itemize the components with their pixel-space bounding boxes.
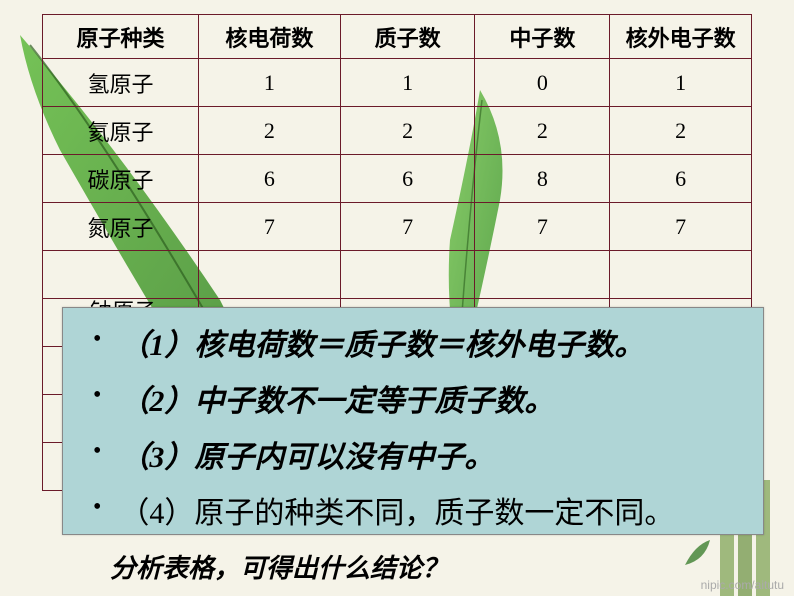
- conclusion-item: • （3）原子内可以没有中子。: [93, 432, 745, 476]
- table-cell: 氢原子: [43, 59, 199, 107]
- table-cell: 7: [198, 203, 340, 251]
- table-cell-empty: [43, 251, 199, 299]
- table-cell: 8: [475, 155, 610, 203]
- conclusion-item: • （2）中子数不一定等于质子数。: [93, 376, 745, 420]
- table-cell: 7: [610, 203, 752, 251]
- table-cell: 6: [198, 155, 340, 203]
- table-cell: 2: [475, 107, 610, 155]
- bullet-icon: •: [93, 438, 101, 465]
- table-cell: 氦原子: [43, 107, 199, 155]
- table-cell: 7: [340, 203, 475, 251]
- table-cell: 2: [340, 107, 475, 155]
- table-row: 碳原子6686: [43, 155, 752, 203]
- bullet-icon: •: [93, 326, 101, 353]
- conclusion-item: • （4）原子的种类不同，质子数一定不同。: [93, 488, 745, 532]
- conclusion-item: • （1）核电荷数＝质子数＝核外电子数。: [93, 320, 745, 364]
- bullet-icon: •: [93, 494, 101, 521]
- conclusion-text: （4）原子的种类不同，质子数一定不同。: [119, 488, 674, 532]
- table-cell-empty: [198, 251, 340, 299]
- table-cell: 0: [475, 59, 610, 107]
- table-cell: 1: [340, 59, 475, 107]
- header-cell: 原子种类: [43, 15, 199, 59]
- conclusions-list: • （1）核电荷数＝质子数＝核外电子数。 • （2）中子数不一定等于质子数。 • （3）原…: [93, 320, 745, 532]
- table-cell: 1: [610, 59, 752, 107]
- table-header-row: 原子种类 核电荷数 质子数 中子数 核外电子数: [43, 15, 752, 59]
- table-cell: 1: [198, 59, 340, 107]
- table-cell: 6: [340, 155, 475, 203]
- watermark: nipic.com/aitutu: [701, 578, 784, 592]
- table-cell: 碳原子: [43, 155, 199, 203]
- table-cell: 2: [198, 107, 340, 155]
- conclusions-overlay: • （1）核电荷数＝质子数＝核外电子数。 • （2）中子数不一定等于质子数。 • （3）原…: [62, 307, 764, 535]
- bullet-icon: •: [93, 382, 101, 409]
- header-cell: 质子数: [340, 15, 475, 59]
- header-cell: 核电荷数: [198, 15, 340, 59]
- table-row: 氢原子1101: [43, 59, 752, 107]
- conclusion-text: （3）原子内可以没有中子。: [119, 432, 494, 476]
- bottom-caption: 分析表格，可得出什么结论？: [110, 548, 448, 585]
- table-row: 氦原子2222: [43, 107, 752, 155]
- table-cell: 2: [610, 107, 752, 155]
- header-cell: 核外电子数: [610, 15, 752, 59]
- table-row-empty: [43, 251, 752, 299]
- table-cell-empty: [610, 251, 752, 299]
- table-cell-empty: [475, 251, 610, 299]
- table-cell-empty: [340, 251, 475, 299]
- conclusion-text: （1）核电荷数＝质子数＝核外电子数。: [119, 320, 644, 364]
- table-cell: 6: [610, 155, 752, 203]
- table-row: 氮原子7777: [43, 203, 752, 251]
- header-cell: 中子数: [475, 15, 610, 59]
- conclusion-text: （2）中子数不一定等于质子数。: [119, 376, 554, 420]
- table-cell: 7: [475, 203, 610, 251]
- table-cell: 氮原子: [43, 203, 199, 251]
